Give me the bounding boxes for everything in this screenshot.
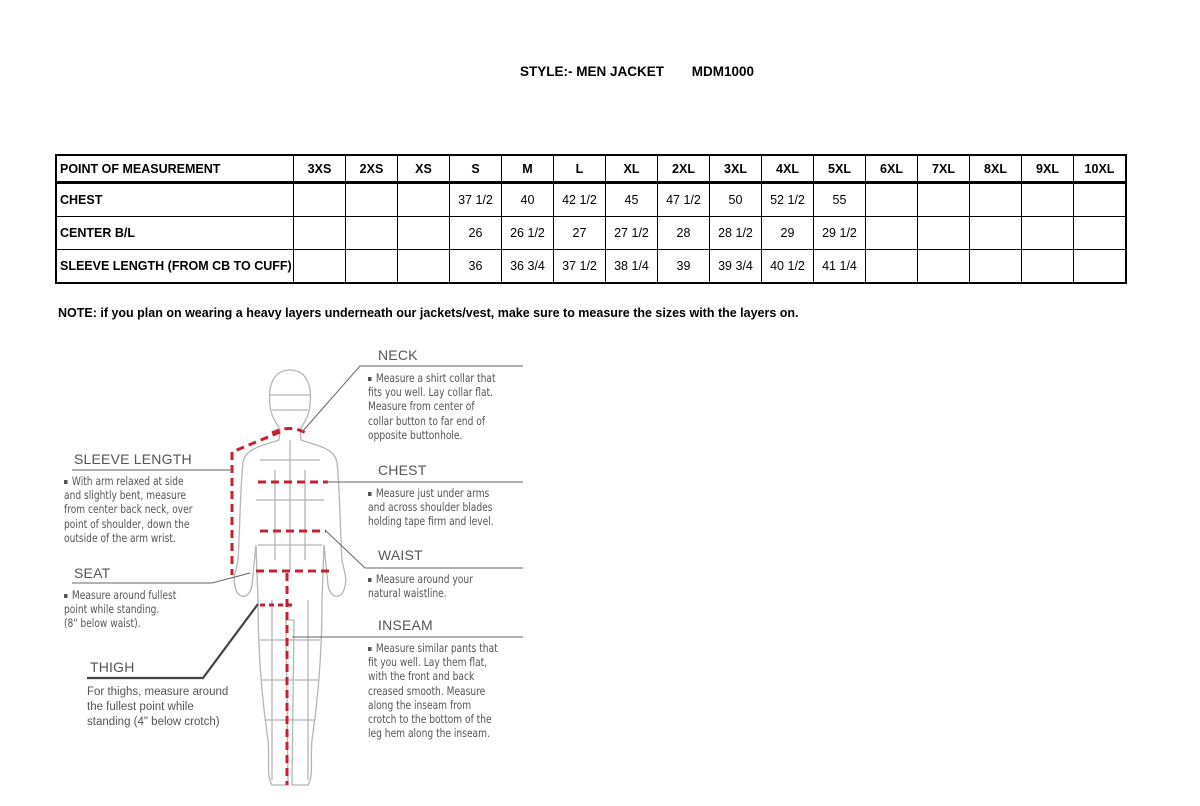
chest-label: CHEST [378,462,427,478]
measurement-value: 29 1/2 [813,216,866,250]
measurement-value: 36 3/4 [501,249,554,284]
measurement-value [969,182,1022,217]
thigh-description: For thighs, measure around the fullest p… [87,686,229,728]
measurement-value [397,182,450,217]
page-title: STYLE:- MEN JACKET MDM1000 [0,64,1200,79]
header-size: 7XL [917,154,970,184]
waist-description: Measure around your natural waistline. [368,572,473,601]
measurement-value: 27 [553,216,606,250]
measurement-value [345,249,398,284]
seat-description: Measure around fullest point while stand… [64,588,177,631]
table-row: SLEEVE LENGTH (FROM CB TO CUFF) 36 36 3/4 3… [55,249,1127,284]
measurement-name: CENTER B/L [55,216,294,250]
measurement-value: 41 1/4 [813,249,866,284]
sleeve-length-label: SLEEVE LENGTH [74,451,192,467]
header-size: 10XL [1073,154,1127,184]
measurement-value: 47 1/2 [657,182,710,217]
inseam-label: INSEAM [378,617,433,633]
header-size: M [501,154,554,184]
header-size: XL [605,154,658,184]
seat-label: SEAT [74,565,111,581]
measurement-value [865,216,918,250]
header-size: 2XL [657,154,710,184]
measurement-value [917,216,970,250]
table-row: CENTER B/L 26 26 1/2 27 27 1/2 28 28 1/2 29 29 1… [55,216,1127,250]
header-size: 2XS [345,154,398,184]
size-table: POINT OF MEASUREMENT 3XS 2XS XS S M L XL 2XL 3XL 4… [55,154,1127,284]
sleeve-length-description: With arm relaxed at side and slightly be… [64,474,193,545]
chest-description: Measure just under arms and across shoul… [368,486,494,529]
measurement-value: 27 1/2 [605,216,658,250]
measurement-value [1073,249,1127,284]
header-size: L [553,154,606,184]
header-size: 5XL [813,154,866,184]
measurement-value [917,249,970,284]
thigh-leader-line [87,603,259,680]
mannequin-outline [233,369,347,786]
measurement-value: 28 [657,216,710,250]
measurement-value [1021,249,1074,284]
table-row: CHEST 37 1/2 40 42 1/2 45 47 1/2 50 52 1/2 55 [55,182,1127,217]
measurement-value [969,216,1022,250]
neck-description: Measure a shirt collar that fits you wel… [368,371,496,442]
measurement-value: 39 3/4 [709,249,762,284]
neck-label: NECK [378,347,418,363]
waist-label: WAIST [378,547,423,563]
measurement-value [397,216,450,250]
layering-note: NOTE: if you plan on wearing a heavy lay… [58,306,799,320]
style-code: MDM1000 [691,64,755,79]
measurement-value [293,249,346,284]
measurement-value [345,216,398,250]
measurement-value [293,216,346,250]
measurement-value [917,182,970,217]
measurement-value [397,249,450,284]
measurement-value: 26 [449,216,502,250]
measurement-value [865,249,918,284]
header-size: 9XL [1021,154,1074,184]
header-size: 8XL [969,154,1022,184]
table-header-row: POINT OF MEASUREMENT 3XS 2XS XS S M L XL 2XL 3XL 4… [55,154,1127,184]
measurement-value [1073,182,1127,217]
header-size: 3XL [709,154,762,184]
measurement-name: SLEEVE LENGTH (FROM CB TO CUFF) [55,249,294,284]
header-size: 6XL [865,154,918,184]
measurement-value: 40 [501,182,554,217]
measurement-value [1021,216,1074,250]
measurement-lines [230,427,330,785]
leader-lines [72,365,523,638]
measurement-value [1073,216,1127,250]
style-name: STYLE:- MEN JACKET [519,64,664,79]
header-size: S [449,154,502,184]
measurement-value: 28 1/2 [709,216,762,250]
header-size: XS [397,154,450,184]
inseam-description: Measure similar pants that fit you well.… [368,641,498,741]
thigh-label: THIGH [90,659,135,675]
measurement-value: 38 1/4 [605,249,658,284]
measurement-value: 39 [657,249,710,284]
